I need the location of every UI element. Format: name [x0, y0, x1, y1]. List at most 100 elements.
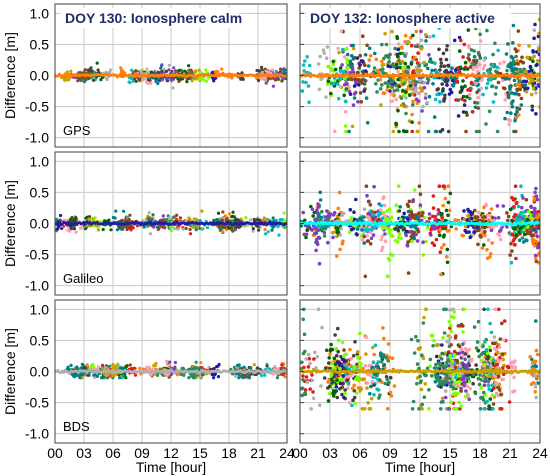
data-point — [457, 49, 462, 53]
data-point — [472, 208, 477, 213]
data-point — [270, 68, 275, 72]
data-point — [445, 247, 450, 252]
data-point — [363, 69, 368, 73]
data-point — [396, 42, 401, 46]
data-point — [173, 365, 177, 369]
data-point — [146, 81, 150, 86]
data-point — [515, 59, 519, 63]
data-point — [537, 52, 540, 57]
data-point — [259, 65, 264, 69]
data-point — [400, 103, 404, 107]
data-point — [134, 79, 138, 83]
data-point — [92, 70, 96, 75]
column-title-background — [306, 8, 511, 28]
data-point — [194, 228, 198, 232]
data-point — [167, 68, 171, 72]
data-point — [316, 212, 321, 216]
data-point — [522, 232, 527, 237]
data-point — [390, 29, 394, 34]
data-point — [380, 216, 385, 220]
data-point — [402, 227, 407, 231]
data-point — [462, 209, 466, 213]
data-point — [397, 129, 401, 134]
data-point — [442, 99, 446, 103]
data-point — [532, 198, 536, 202]
data-point — [108, 68, 113, 72]
data-point — [423, 96, 428, 100]
data-point — [59, 213, 63, 218]
data-point — [172, 66, 176, 70]
data-points — [55, 359, 287, 380]
data-point — [441, 234, 446, 239]
data-point — [443, 224, 447, 229]
data-point — [380, 83, 384, 87]
data-point — [301, 210, 306, 215]
data-point — [414, 86, 419, 91]
data-point — [481, 66, 486, 71]
data-point — [508, 207, 513, 212]
data-point — [301, 80, 305, 84]
baseline-point — [450, 223, 453, 227]
data-point — [385, 274, 390, 279]
data-point — [318, 198, 323, 202]
data-point — [317, 236, 322, 240]
data-point — [512, 204, 516, 209]
data-point — [471, 67, 475, 72]
data-point — [531, 79, 535, 83]
data-point — [352, 56, 356, 61]
data-point — [282, 71, 286, 75]
data-point — [413, 83, 418, 87]
data-point — [486, 238, 491, 242]
data-point — [406, 271, 411, 275]
data-point — [348, 70, 353, 75]
data-point — [201, 373, 205, 377]
data-point — [345, 57, 349, 62]
data-point — [372, 66, 377, 70]
data-point — [495, 129, 500, 134]
data-point — [418, 78, 423, 83]
data-point — [446, 129, 451, 134]
data-point — [430, 214, 435, 219]
data-point — [416, 51, 420, 55]
data-point — [280, 79, 284, 83]
data-point — [381, 195, 386, 199]
data-point — [95, 61, 99, 65]
data-point — [444, 48, 449, 52]
data-point — [516, 204, 521, 209]
data-point — [390, 253, 395, 258]
data-point — [263, 228, 267, 232]
data-point — [495, 204, 500, 208]
data-point — [505, 218, 510, 223]
data-point — [446, 200, 451, 205]
data-point — [476, 228, 481, 233]
data-point — [327, 215, 332, 219]
data-point — [494, 85, 499, 90]
data-point — [446, 184, 451, 188]
data-point — [194, 217, 199, 222]
data-point — [491, 100, 496, 104]
data-point — [237, 372, 241, 377]
data-point — [283, 375, 287, 379]
data-point — [513, 242, 517, 247]
data-point — [498, 61, 502, 66]
data-point — [349, 63, 353, 67]
data-point — [265, 364, 269, 368]
data-point — [182, 373, 186, 377]
data-point — [81, 372, 85, 376]
data-point — [212, 376, 216, 380]
data-point — [388, 52, 392, 57]
data-point — [520, 55, 524, 60]
data-point — [333, 67, 338, 72]
data-point — [534, 91, 538, 95]
data-point — [74, 374, 78, 378]
data-point — [351, 103, 356, 107]
data-point — [479, 86, 484, 91]
data-point — [230, 214, 235, 218]
data-point — [513, 112, 518, 117]
data-point — [451, 84, 456, 88]
data-point — [125, 364, 129, 368]
data-point — [482, 243, 486, 247]
data-point — [106, 373, 110, 377]
y-tick-label: -0.5 — [25, 99, 49, 115]
